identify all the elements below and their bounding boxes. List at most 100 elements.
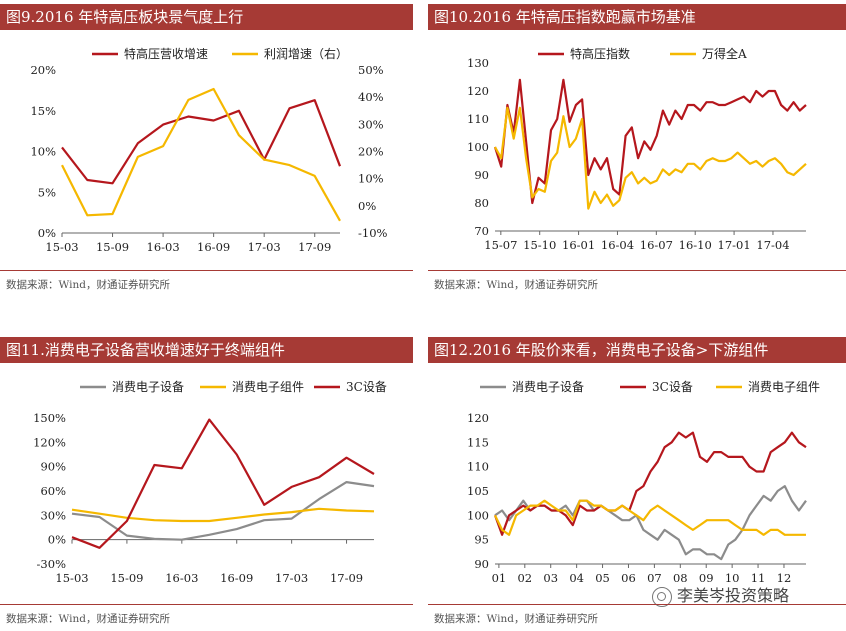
y-tick-label: 30% bbox=[40, 508, 66, 522]
series-line-3 bbox=[494, 499, 806, 536]
y-tick-label: 120 bbox=[467, 84, 489, 98]
legend-label-1: 消费电子设备 bbox=[512, 380, 584, 394]
series-line-1 bbox=[71, 480, 375, 541]
fig11-source-rule bbox=[0, 604, 413, 605]
y-tick-label: 0% bbox=[48, 533, 66, 547]
fig10-source: 数据来源：Wind，财通证券研究所 bbox=[434, 279, 598, 291]
y-tick-label: 20% bbox=[30, 63, 56, 77]
x-tick-label: 10 bbox=[725, 571, 740, 585]
y-tick-label: 60% bbox=[40, 484, 66, 498]
y-tick-label: 90 bbox=[474, 168, 489, 182]
legend-label-2: 消费电子组件 bbox=[232, 380, 304, 394]
y-tick-label: 110 bbox=[467, 460, 489, 474]
fig11-chart: -30% 0% 30% 60% 90% 120% 150% 15-03 15-09 16-03 16… bbox=[33, 380, 387, 585]
y-tick-label: 90% bbox=[40, 460, 66, 474]
fig11-title: 图11.消费电子设备营收增速好于终端组件 bbox=[0, 337, 413, 363]
x-tick-label: 16-10 bbox=[679, 238, 712, 252]
y-tick-label: 120 bbox=[467, 411, 489, 425]
fig9-source-rule bbox=[0, 270, 413, 271]
y-tick-label: 10% bbox=[30, 145, 56, 159]
y2-tick-label: -10% bbox=[358, 226, 388, 240]
y-tick-label: 150% bbox=[33, 411, 66, 425]
x-tick-label: 17-01 bbox=[718, 238, 751, 252]
fig10-title: 图10.2016 年特高压指数跑赢市场基准 bbox=[428, 4, 846, 30]
x-tick-label: 03 bbox=[543, 571, 558, 585]
fig9-source: 数据来源：Wind，财通证券研究所 bbox=[6, 279, 170, 291]
fig12-source: 数据来源：Wind，财通证券研究所 bbox=[434, 613, 598, 625]
x-tick-label: 16-07 bbox=[640, 238, 673, 252]
y2-tick-label: 40% bbox=[358, 90, 384, 104]
x-tick-label: 16-09 bbox=[197, 240, 230, 254]
y-tick-label: 120% bbox=[33, 435, 66, 449]
legend-label-2: 万得全A bbox=[702, 46, 747, 61]
series-line-2 bbox=[71, 507, 375, 523]
x-tick-label: 17-03 bbox=[275, 571, 308, 585]
y2-tick-label: 10% bbox=[358, 172, 384, 186]
y2-tick-label: 20% bbox=[358, 145, 384, 159]
x-tick-label: 17-09 bbox=[298, 240, 331, 254]
legend-label-1: 消费电子设备 bbox=[112, 380, 184, 394]
watermark: 李美岑投资策略 bbox=[652, 582, 789, 607]
series-line-1 bbox=[61, 99, 342, 185]
watermark-text: 李美岑投资策略 bbox=[677, 586, 790, 605]
x-tick-label: 16-04 bbox=[601, 238, 634, 252]
legend-label-1: 特高压指数 bbox=[570, 46, 630, 61]
fig12-title: 图12.2016 年股价来看，消费电子设备>下游组件 bbox=[428, 337, 846, 363]
series-line-1 bbox=[494, 484, 807, 561]
x-tick-label: 12 bbox=[777, 571, 792, 585]
x-tick-label: 05 bbox=[595, 571, 610, 585]
y-tick-label: 15% bbox=[30, 104, 56, 118]
y-tick-label: 100 bbox=[467, 508, 489, 522]
legend-label-2: 3C设备 bbox=[652, 380, 693, 394]
series-line-1 bbox=[493, 78, 807, 205]
y-tick-label: -30% bbox=[37, 557, 67, 571]
fig10-chart: 70 80 90 100 110 120 130 15-07 15-10 16-01 16-04 16… bbox=[467, 46, 807, 252]
legend-label-3: 消费电子组件 bbox=[748, 380, 820, 394]
x-tick-label: 17-03 bbox=[248, 240, 281, 254]
x-tick-label: 17-04 bbox=[756, 238, 789, 252]
fig12-chart: 90 95 100 105 110 115 120 01 02 03 04 05 06 07 08 09 10 1… bbox=[467, 380, 820, 585]
y2-tick-label: 0% bbox=[358, 199, 376, 213]
series-line-2 bbox=[493, 431, 807, 536]
x-tick-label: 16-03 bbox=[165, 571, 198, 585]
y-tick-label: 80 bbox=[474, 196, 489, 210]
x-tick-label: 07 bbox=[647, 571, 662, 585]
y-tick-label: 130 bbox=[467, 56, 489, 70]
x-tick-label: 16-03 bbox=[147, 240, 180, 254]
x-tick-label: 04 bbox=[569, 571, 584, 585]
y-tick-label: 115 bbox=[467, 435, 489, 449]
wechat-icon bbox=[652, 586, 672, 607]
legend-label-1: 特高压营收增速 bbox=[124, 46, 208, 61]
y-tick-label: 110 bbox=[467, 112, 489, 126]
y-tick-label: 100 bbox=[467, 140, 489, 154]
series-line-3 bbox=[71, 418, 375, 549]
x-tick-label: 15-07 bbox=[484, 238, 517, 252]
legend-label-2: 利润增速（右） bbox=[264, 46, 348, 61]
x-tick-label: 17-09 bbox=[330, 571, 363, 585]
x-tick-label: 15-10 bbox=[523, 238, 556, 252]
x-tick-label: 15-03 bbox=[55, 571, 88, 585]
x-tick-label: 06 bbox=[621, 571, 636, 585]
x-tick-label: 15-09 bbox=[96, 240, 129, 254]
x-tick-label: 11 bbox=[751, 571, 766, 585]
x-tick-label: 08 bbox=[673, 571, 688, 585]
y-tick-label: 70 bbox=[474, 224, 489, 238]
x-tick-label: 09 bbox=[699, 571, 714, 585]
x-tick-label: 15-03 bbox=[45, 240, 78, 254]
y-tick-label: 105 bbox=[467, 484, 489, 498]
y2-tick-label: 30% bbox=[358, 117, 384, 131]
fig9-title: 图9.2016 年特高压板块景气度上行 bbox=[0, 4, 413, 30]
legend-label-3: 3C设备 bbox=[346, 380, 387, 394]
y2-tick-label: 50% bbox=[358, 63, 384, 77]
y-tick-label: 95 bbox=[474, 533, 489, 547]
series-line-2 bbox=[61, 87, 341, 222]
fig11-source: 数据来源：Wind，财通证券研究所 bbox=[6, 613, 170, 625]
y-tick-label: 90 bbox=[474, 557, 489, 571]
fig12-source-rule bbox=[428, 604, 846, 605]
x-tick-label: 01 bbox=[492, 571, 507, 585]
x-tick-label: 16-09 bbox=[220, 571, 253, 585]
series-line-2 bbox=[494, 106, 807, 210]
y-tick-label: 0% bbox=[38, 226, 56, 240]
fig9-chart: 0% 5% 10% 15% 20% -10% 0% 10% 20% 30% 40% 50% 15-03 1… bbox=[30, 46, 388, 254]
y-tick-label: 5% bbox=[38, 185, 56, 199]
